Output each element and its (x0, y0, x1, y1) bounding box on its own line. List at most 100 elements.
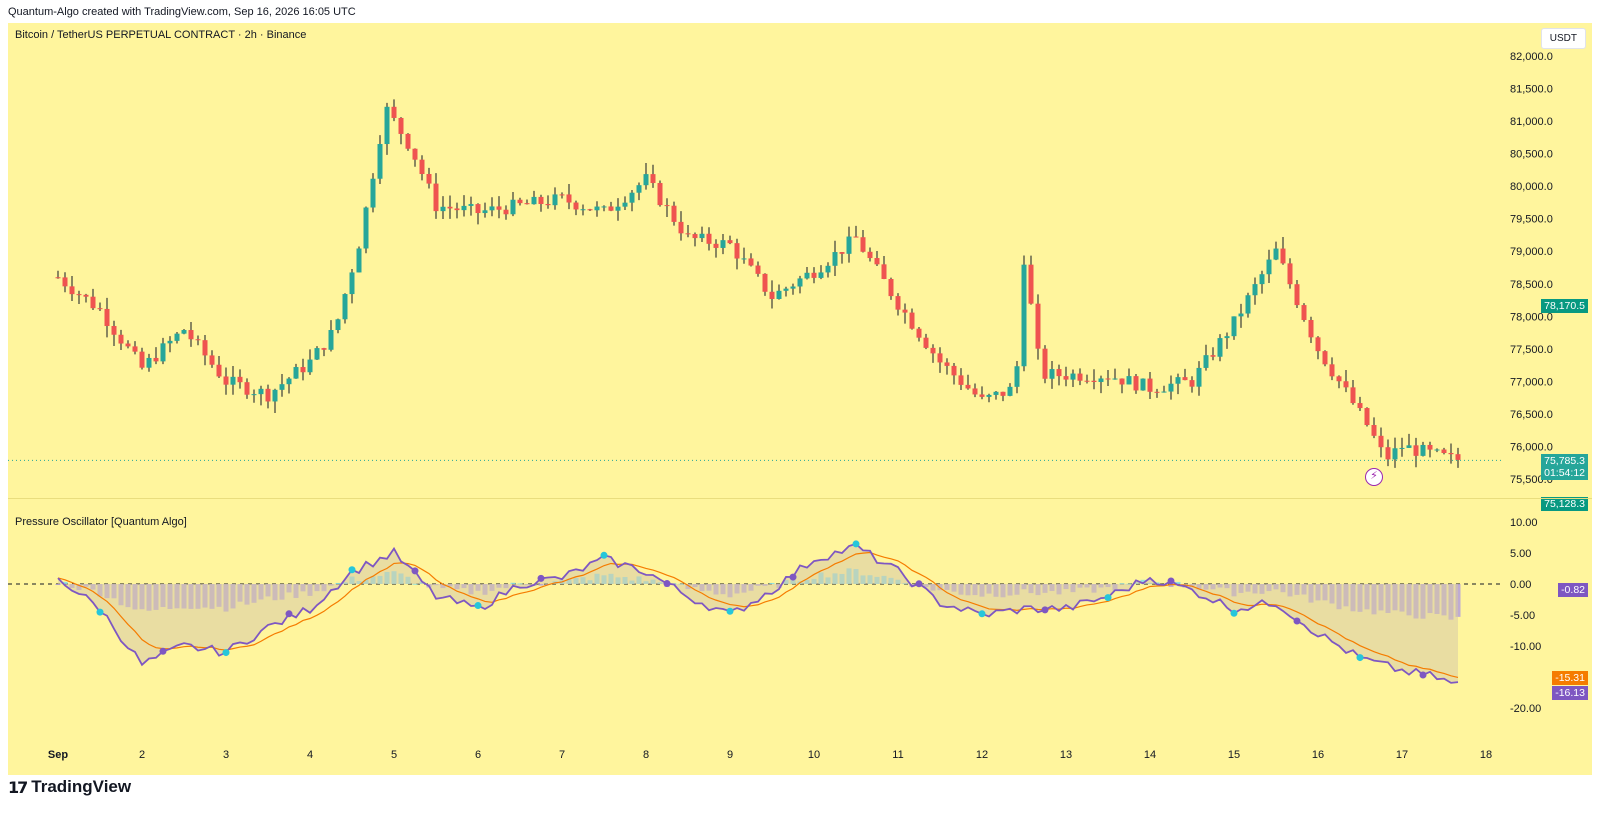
oscillator-cross-marker (1104, 594, 1112, 602)
candle-body (608, 206, 614, 211)
candle-body (517, 199, 523, 204)
chart-frame[interactable]: 82,000.0 81,500.0 81,000.0 80,500.0 80,000.0… (8, 23, 1592, 775)
time-axis-label: 3 (222, 749, 230, 761)
pane-separator[interactable] (8, 498, 1592, 499)
oscillator-cross-marker (222, 649, 230, 657)
oscillator-histogram-bar (1175, 581, 1181, 584)
oscillator-cross-marker (726, 607, 734, 615)
oscillator-axis-label: 0.00 (1510, 579, 1531, 591)
symbol-title[interactable]: Bitcoin / TetherUS PERPETUAL CONTRACT · … (15, 29, 307, 41)
candle-body (342, 294, 348, 320)
candle-body (678, 221, 684, 234)
candle-body (1175, 377, 1181, 384)
candle-body (83, 294, 89, 297)
oscillator-pane[interactable]: 10.00 5.00 0.00 -5.00 -10.00 -20.00 Pressure … (8, 499, 1592, 739)
candle-body (657, 183, 663, 206)
oscillator-signal-line (57, 551, 1459, 678)
candle-body (181, 330, 187, 334)
candle-body (671, 205, 677, 222)
candle-body (1077, 373, 1083, 381)
high-price-label: 78,170.5 (1544, 300, 1585, 313)
candle-body (944, 362, 950, 366)
candle-body (650, 174, 656, 184)
candle-body (1035, 303, 1041, 349)
oscillator-cross-marker (159, 647, 167, 655)
candle-body (475, 204, 481, 214)
candle-body (510, 199, 516, 215)
candle-body (265, 388, 271, 402)
candle-body (1406, 445, 1412, 448)
oscillator-axis-label: 5.00 (1510, 548, 1531, 560)
candle-body (1301, 305, 1307, 320)
candle-body (1028, 264, 1034, 304)
candle-body (1196, 367, 1202, 387)
candle-body (853, 236, 859, 238)
price-chart-svg[interactable]: 82,000.0 81,500.0 81,000.0 80,500.0 80,000.0… (8, 23, 1592, 499)
candle-body (748, 258, 754, 266)
candle-body (699, 233, 705, 239)
candle-body (272, 389, 278, 402)
candle-body (1189, 380, 1195, 387)
candle-body (244, 382, 250, 395)
oscillator-cross-marker (474, 602, 482, 610)
candle-body (1434, 449, 1440, 451)
candle-body (958, 375, 964, 385)
oscillator-value-label: -0.82 (1561, 584, 1585, 597)
candle-body (1091, 380, 1097, 382)
candle-body (62, 277, 68, 287)
oscillator-title[interactable]: Pressure Oscillator [Quantum Algo] (15, 516, 187, 528)
oscillator-histogram-bar (510, 582, 516, 584)
candle-body (692, 234, 698, 239)
candle-body (328, 330, 334, 350)
oscillator-axis-label: 10.00 (1510, 517, 1538, 529)
candle-body (706, 233, 712, 244)
candle-body (1350, 387, 1356, 404)
candle-body (90, 296, 96, 309)
candle-body (951, 365, 957, 376)
time-axis-label: 7 (558, 749, 566, 761)
candle-body (503, 209, 509, 215)
candle-body (1070, 373, 1076, 380)
candle-body (1287, 263, 1293, 285)
candle-body (1259, 274, 1265, 285)
candle-body (1007, 386, 1013, 396)
currency-selector[interactable]: USDT (1540, 28, 1586, 49)
candle-body (1210, 355, 1216, 357)
candle-body (594, 206, 600, 211)
candle-body (622, 202, 628, 207)
oscillator-area-fill (58, 543, 1458, 683)
candle-body (132, 346, 138, 352)
time-axis-label: 15 (1227, 749, 1241, 761)
candle-body (321, 348, 327, 350)
tradingview-logo[interactable]: 17 TradingView (8, 776, 131, 798)
oscillator-histogram-bar (1168, 584, 1174, 587)
oscillator-cross-marker (411, 567, 419, 575)
candle-body (811, 272, 817, 278)
candle-body (1399, 447, 1405, 449)
high-price-tag: 78,170.5 (1541, 299, 1588, 314)
candle-body (153, 357, 159, 362)
candle-body (566, 194, 572, 203)
candle-body (370, 178, 376, 208)
candle-body (293, 367, 299, 379)
candle-body (720, 240, 726, 248)
candle-body (783, 288, 789, 291)
oscillator-cross-marker (1419, 671, 1427, 679)
time-axis-label: 13 (1059, 749, 1073, 761)
candle-body (139, 351, 145, 368)
candle-body (300, 367, 306, 373)
price-pane[interactable]: 82,000.0 81,500.0 81,000.0 80,500.0 80,000.0… (8, 23, 1592, 512)
candle-body (461, 205, 467, 211)
candle-body (1427, 444, 1433, 450)
oscillator-value-tag: -0.82 (1558, 583, 1588, 598)
candle-body (1280, 248, 1286, 264)
lightning-icon[interactable]: ⚡ (1365, 468, 1383, 486)
time-axis-label: 18 (1479, 749, 1493, 761)
oscillator-chart-svg[interactable]: 10.00 5.00 0.00 -5.00 -10.00 -20.00 (8, 499, 1592, 739)
time-axis[interactable]: Sep 2 3 4 5 6 7 8 9 10 11 12 13 14 15 16 17 18 (8, 739, 1592, 775)
candle-body (930, 347, 936, 354)
oscillator-cross-marker (663, 580, 671, 588)
price-axis-label: 80,500.0 (1510, 149, 1553, 161)
candle-body (1364, 408, 1370, 426)
candle-body (1308, 319, 1314, 338)
